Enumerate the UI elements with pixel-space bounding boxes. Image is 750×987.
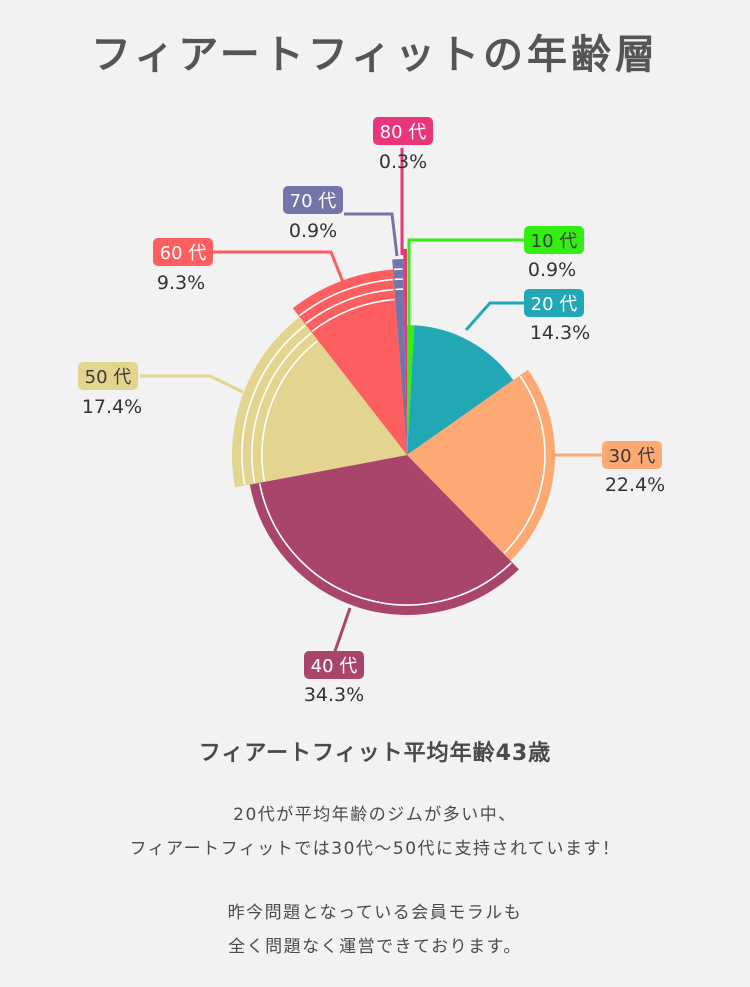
pie-slices <box>231 249 555 616</box>
value-label-60s: 9.3% <box>157 272 205 294</box>
value-label-10s: 0.9% <box>528 259 576 281</box>
category-label-20s: 20 代 <box>531 294 578 315</box>
category-badge-80s <box>373 117 433 145</box>
slice-ring-60s-3 <box>311 298 395 332</box>
description-line-2: フィアートフィットでは30代〜50代に支持されています！ <box>129 839 621 859</box>
category-label-80s: 80 代 <box>380 122 427 143</box>
pie-slice-30s <box>407 369 555 561</box>
pie-slice-80s <box>403 249 407 455</box>
pie-chart: 10 代 0.9% 20 代 14.3% 30 代 22.4% 40 代 34.3% 50 代 1… <box>78 117 665 706</box>
leader-line-10s <box>407 238 524 325</box>
category-label-40s: 40 代 <box>311 656 358 677</box>
value-label-30s: 22.4% <box>605 474 665 496</box>
leader-line-70s <box>344 212 399 257</box>
leader-line-50s <box>140 374 244 394</box>
chart-title: フィアートフィットの年齢層 <box>91 32 659 78</box>
description-paragraph-1: 20代が平均年齢のジムが多い中、 フィアートフィットでは30代〜50代に支持され… <box>0 798 750 866</box>
description-line-3: 昨今問題となっている会員モラルも <box>227 903 523 923</box>
value-label-20s: 14.3% <box>530 322 590 344</box>
slice-labels: 10 代 0.9% 20 代 14.3% 30 代 22.4% 40 代 34.3% 50 代 1… <box>78 117 665 706</box>
description-line-4: 全く問題なく運営できております。 <box>228 937 522 957</box>
category-label-50s: 50 代 <box>85 367 132 388</box>
slice-ring-60s-2 <box>305 288 394 325</box>
pie-slice-20s <box>407 325 514 455</box>
category-label-10s: 10 代 <box>531 231 578 252</box>
slice-ring-50s-1 <box>241 324 306 485</box>
category-badge-40s <box>304 651 364 679</box>
value-label-40s: 34.3% <box>304 684 364 706</box>
average-age-heading: フィアートフィット平均年齢43歳 <box>198 741 552 766</box>
leader-line-40s <box>332 607 352 655</box>
pie-slice-70s <box>392 259 407 455</box>
value-label-70s: 0.9% <box>289 220 337 242</box>
slice-ring-40s-1 <box>258 483 512 606</box>
category-badge-10s <box>524 226 584 254</box>
slice-ring-60s-1 <box>299 278 393 317</box>
pie-slice-50s <box>231 316 407 488</box>
category-badge-60s <box>153 238 213 266</box>
category-badge-70s <box>283 186 343 214</box>
category-label-60s: 60 代 <box>160 243 207 264</box>
slice-ring-50s-3 <box>261 340 318 482</box>
description-paragraph-2: 昨今問題となっている会員モラルも 全く問題なく運営できております。 <box>0 896 750 964</box>
category-badge-50s <box>78 362 138 390</box>
slice-ring-50s-2 <box>251 332 312 483</box>
category-badge-20s <box>524 289 584 317</box>
leader-line-20s <box>464 301 524 331</box>
leader-line-60s <box>210 250 345 283</box>
category-label-30s: 30 代 <box>609 446 656 467</box>
pie-slice-10s <box>407 325 415 455</box>
slice-ring-30s-1 <box>503 375 546 554</box>
value-label-80s: 0.3% <box>379 151 427 173</box>
category-label-70s: 70 代 <box>290 191 337 212</box>
pie-slice-60s <box>292 269 407 455</box>
description-line-1: 20代が平均年齢のジムが多い中、 <box>233 805 517 825</box>
category-badge-30s <box>602 441 662 469</box>
value-label-50s: 17.4% <box>82 396 142 418</box>
